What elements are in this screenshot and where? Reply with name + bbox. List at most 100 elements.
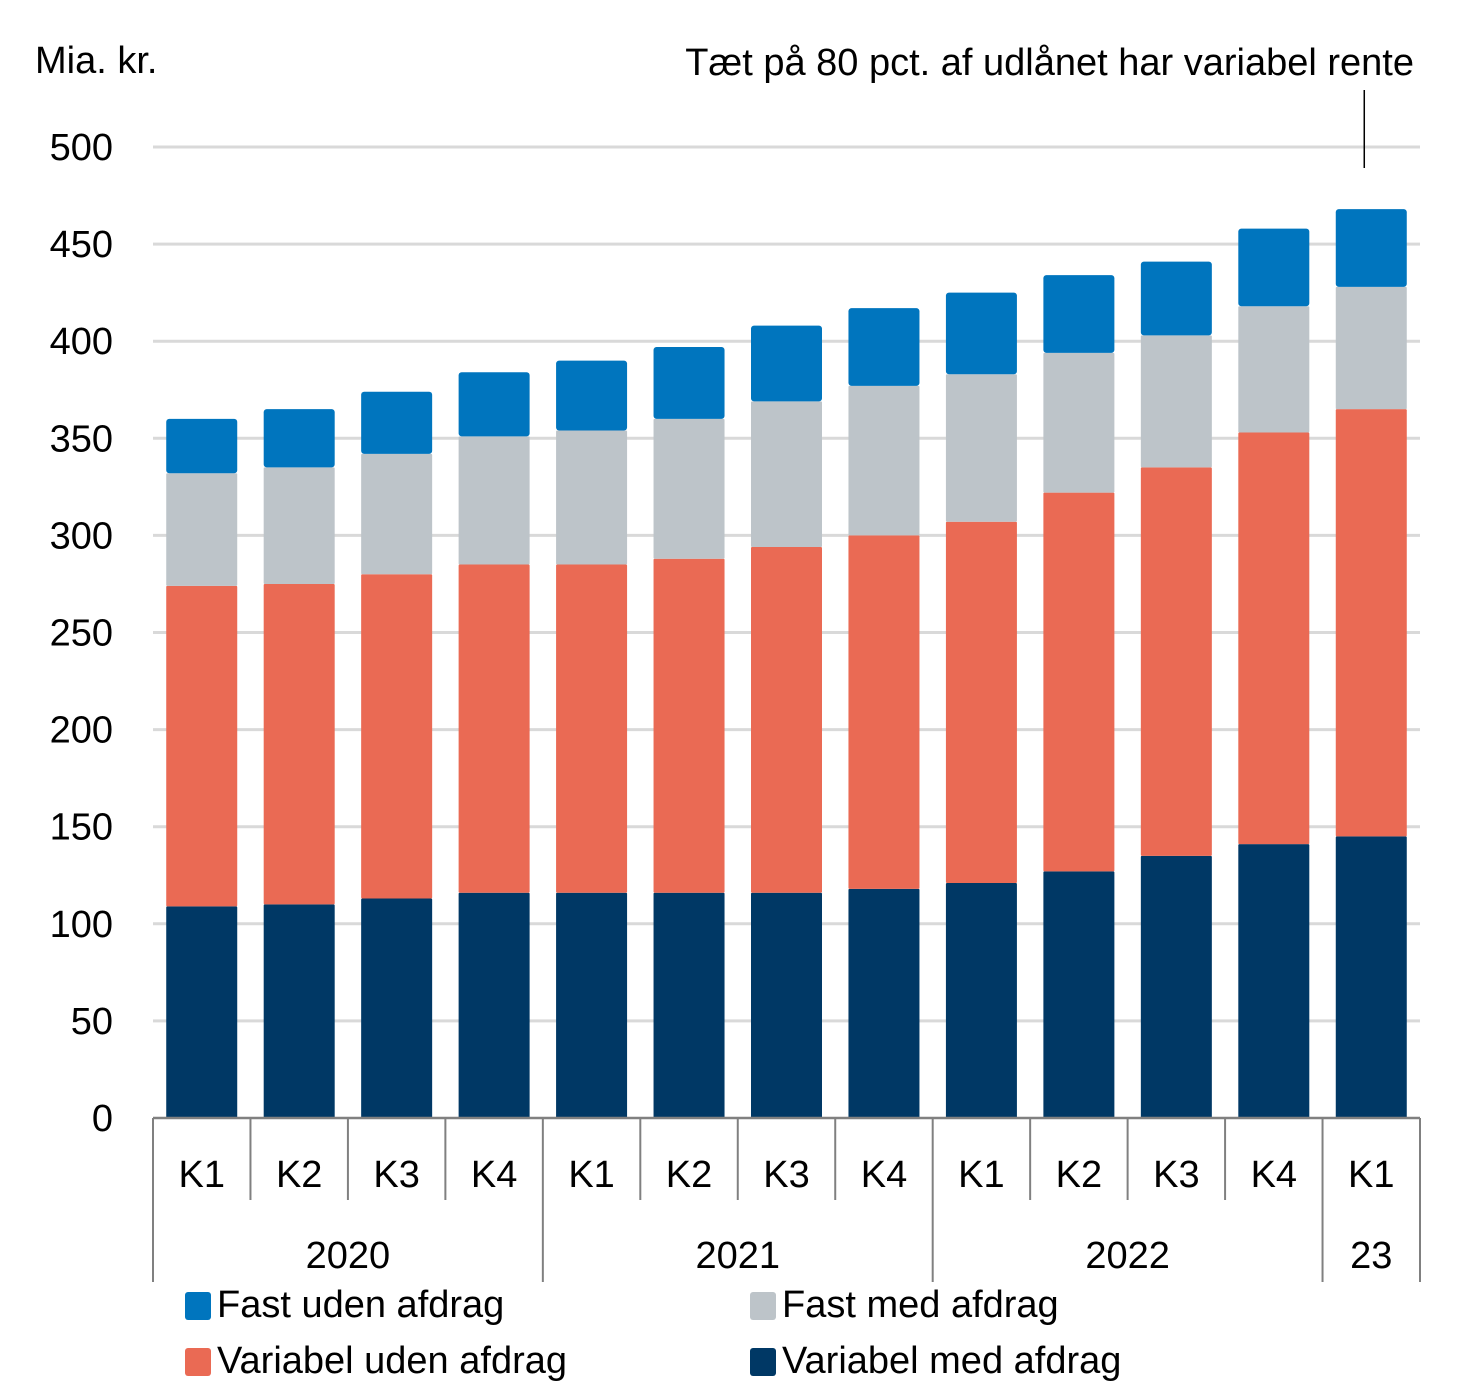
y-tick-label: 300 bbox=[50, 515, 113, 557]
legend-swatch bbox=[185, 1347, 211, 1376]
bar-segment-fast-uden-afdrag bbox=[848, 308, 920, 386]
x-year-label: 2020 bbox=[306, 1235, 391, 1277]
x-year-label: 2021 bbox=[695, 1235, 780, 1277]
bar-segment-variabel-med-afdrag bbox=[458, 892, 530, 1118]
bar-stack bbox=[945, 292, 1017, 1118]
bar-segment-variabel-med-afdrag bbox=[1043, 871, 1115, 1118]
bar-segment-fast-uden-afdrag bbox=[458, 372, 530, 437]
bar-segment-fast-med-afdrag bbox=[166, 473, 238, 586]
x-tick-label: K1 bbox=[568, 1154, 614, 1196]
bar-segment-variabel-med-afdrag bbox=[556, 892, 628, 1118]
bar-segment-variabel-uden-afdrag bbox=[1140, 467, 1212, 856]
y-tick-label: 400 bbox=[50, 321, 113, 363]
bar-stack bbox=[1238, 228, 1310, 1118]
bar-segment-variabel-med-afdrag bbox=[1238, 844, 1310, 1118]
bar-segment-variabel-med-afdrag bbox=[1140, 855, 1212, 1118]
bar-segment-fast-med-afdrag bbox=[556, 430, 628, 565]
y-tick-label: 50 bbox=[71, 1001, 113, 1043]
x-tick-label: K3 bbox=[1153, 1154, 1199, 1196]
bar-stack bbox=[653, 347, 725, 1118]
x-tick-label: K1 bbox=[958, 1154, 1004, 1196]
bar-segment-variabel-med-afdrag bbox=[751, 892, 822, 1118]
bar-segment-fast-uden-afdrag bbox=[1043, 275, 1115, 353]
bar-stack bbox=[1140, 261, 1212, 1118]
y-tick-label: 250 bbox=[50, 613, 113, 655]
bar-segment-variabel-uden-afdrag bbox=[458, 564, 530, 893]
bar-segment-fast-med-afdrag bbox=[848, 385, 920, 536]
bar-segment-variabel-med-afdrag bbox=[263, 904, 335, 1118]
y-tick-label: 500 bbox=[50, 127, 113, 169]
bar-segment-fast-med-afdrag bbox=[361, 453, 433, 575]
bar-segment-fast-uden-afdrag bbox=[361, 391, 433, 454]
bar-segment-variabel-uden-afdrag bbox=[848, 535, 920, 889]
bar-stack bbox=[1043, 275, 1115, 1118]
bar-segment-variabel-uden-afdrag bbox=[361, 574, 433, 899]
bar-segment-fast-med-afdrag bbox=[1335, 286, 1407, 410]
bar-segment-variabel-med-afdrag bbox=[848, 888, 920, 1118]
bar-segment-fast-med-afdrag bbox=[653, 418, 725, 559]
x-tick-label: K4 bbox=[1251, 1154, 1297, 1196]
bar-segment-fast-uden-afdrag bbox=[1238, 228, 1310, 307]
bar-segment-variabel-uden-afdrag bbox=[1335, 409, 1407, 837]
legend-swatch bbox=[750, 1291, 776, 1320]
bars bbox=[166, 209, 1407, 1118]
bar-segment-variabel-med-afdrag bbox=[166, 906, 238, 1118]
legend-label: Fast med afdrag bbox=[782, 1284, 1059, 1326]
legend-item-variabel-uden-afdrag: Variabel uden afdrag bbox=[185, 1340, 567, 1383]
bar-segment-fast-med-afdrag bbox=[458, 436, 530, 565]
bar-segment-fast-uden-afdrag bbox=[263, 409, 335, 468]
bar-segment-fast-uden-afdrag bbox=[945, 292, 1017, 375]
bar-stack bbox=[263, 409, 335, 1118]
y-tick-label: 350 bbox=[50, 418, 113, 460]
x-tick-label: K2 bbox=[666, 1154, 712, 1196]
bar-stack bbox=[751, 325, 822, 1118]
bar-segment-variabel-uden-afdrag bbox=[263, 583, 335, 905]
bar-segment-fast-uden-afdrag bbox=[1140, 261, 1212, 336]
x-tick-label: K3 bbox=[763, 1154, 809, 1196]
bar-segment-fast-uden-afdrag bbox=[1335, 209, 1407, 287]
x-axis: K1 K2 K3 K4 K1 K2 K3 K4 K1 K2 K3 K4 K1 2020 2021 2022 23 bbox=[152, 1116, 1421, 1282]
x-tick-label: K4 bbox=[861, 1154, 907, 1196]
y-axis-unit-label: Mia. kr. bbox=[35, 40, 158, 82]
bar-stack bbox=[1335, 209, 1407, 1118]
bar-segment-fast-med-afdrag bbox=[945, 374, 1017, 522]
x-tick-label: K3 bbox=[373, 1154, 419, 1196]
bar-stack bbox=[166, 418, 238, 1118]
legend-item-fast-uden-afdrag: Fast uden afdrag bbox=[185, 1284, 504, 1327]
bar-segment-fast-med-afdrag bbox=[1140, 335, 1212, 468]
legend-swatch bbox=[185, 1291, 211, 1320]
bar-segment-variabel-med-afdrag bbox=[1335, 836, 1407, 1118]
legend-label: Fast uden afdrag bbox=[217, 1284, 505, 1326]
bar-segment-variabel-uden-afdrag bbox=[556, 564, 628, 893]
bar-segment-fast-uden-afdrag bbox=[653, 347, 725, 419]
bar-segment-variabel-uden-afdrag bbox=[653, 558, 725, 893]
y-axis-ticks: 0 50 100 150 200 250 300 350 400 450 500 bbox=[50, 127, 113, 1140]
bar-segment-variabel-med-afdrag bbox=[653, 892, 725, 1118]
x-tick-label: K1 bbox=[178, 1154, 224, 1196]
y-tick-label: 0 bbox=[92, 1098, 113, 1140]
y-tick-label: 450 bbox=[50, 224, 113, 266]
bar-segment-variabel-uden-afdrag bbox=[1043, 492, 1115, 872]
bar-segment-variabel-uden-afdrag bbox=[751, 547, 822, 893]
bar-segment-fast-uden-afdrag bbox=[751, 325, 822, 402]
bar-segment-fast-med-afdrag bbox=[1238, 306, 1310, 433]
bar-segment-variabel-uden-afdrag bbox=[945, 521, 1017, 884]
bar-segment-fast-med-afdrag bbox=[1043, 352, 1115, 493]
legend-label: Variabel med afdrag bbox=[782, 1340, 1122, 1382]
y-tick-label: 100 bbox=[50, 904, 113, 946]
bar-segment-variabel-med-afdrag bbox=[361, 898, 433, 1118]
y-tick-label: 150 bbox=[50, 807, 113, 849]
x-tick-label: K1 bbox=[1348, 1154, 1394, 1196]
x-year-label: 2022 bbox=[1085, 1235, 1170, 1277]
chart-annotation: Tæt på 80 pct. af udlånet har variabel r… bbox=[685, 42, 1414, 84]
legend-label: Variabel uden afdrag bbox=[217, 1340, 567, 1382]
legend-swatch bbox=[750, 1347, 776, 1376]
bar-segment-variabel-uden-afdrag bbox=[1238, 432, 1310, 845]
bar-stack bbox=[458, 372, 530, 1118]
bar-segment-fast-med-afdrag bbox=[263, 467, 335, 584]
bar-segment-fast-uden-afdrag bbox=[556, 360, 628, 431]
x-tick-label: K2 bbox=[1056, 1154, 1102, 1196]
x-year-label: 23 bbox=[1350, 1235, 1392, 1277]
bar-segment-variabel-med-afdrag bbox=[945, 883, 1017, 1118]
